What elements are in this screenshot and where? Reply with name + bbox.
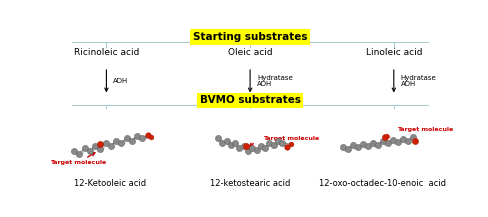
Text: Oleic acid: Oleic acid (228, 48, 272, 57)
Text: Ricinoleic acid: Ricinoleic acid (74, 48, 139, 57)
Text: Starting substrates: Starting substrates (193, 32, 307, 42)
Text: BVMO substrates: BVMO substrates (200, 95, 301, 105)
Text: 12-Ketooleic acid: 12-Ketooleic acid (74, 179, 146, 188)
Text: ADH: ADH (257, 81, 272, 87)
Text: 12-oxo-octadec-10-enoic  acid: 12-oxo-octadec-10-enoic acid (319, 179, 446, 188)
Text: Hydratase: Hydratase (257, 75, 293, 81)
Text: ADH: ADH (113, 78, 128, 84)
Text: 12-ketostearic acid: 12-ketostearic acid (210, 179, 290, 188)
Text: Target molecule: Target molecule (397, 127, 453, 132)
Text: Target molecule: Target molecule (263, 136, 319, 141)
Text: ADH: ADH (401, 81, 416, 87)
Text: Target molecule: Target molecule (50, 160, 106, 165)
Text: Hydratase: Hydratase (401, 75, 436, 81)
Text: Linoleic acid: Linoleic acid (366, 48, 422, 57)
